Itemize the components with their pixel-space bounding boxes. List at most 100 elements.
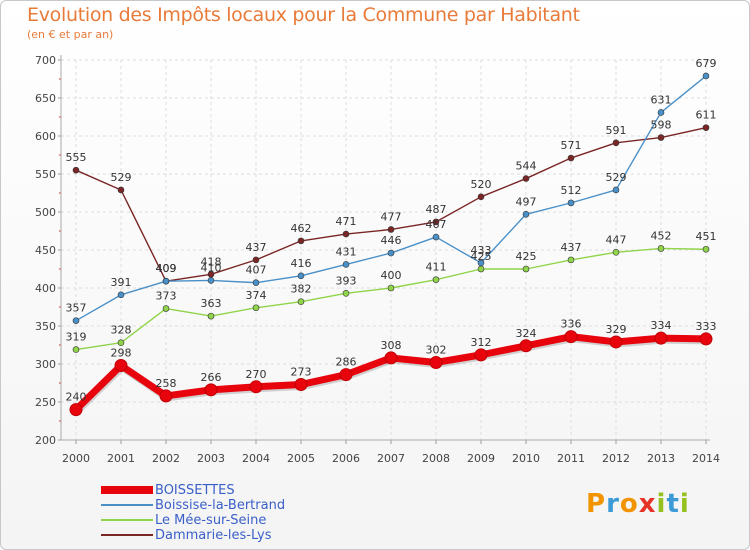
- data-point-0: [384, 351, 398, 365]
- y-tick-label: 550: [35, 168, 56, 181]
- x-tick-label: 2010: [512, 452, 540, 465]
- data-point-2: [297, 298, 305, 305]
- legend-swatch: [101, 519, 153, 521]
- data-point-0: [294, 378, 308, 392]
- data-label-1: 416: [291, 257, 312, 270]
- axes: 200 250 300 350 400 450 500 550 600 650 700 2000 200…: [35, 54, 720, 465]
- x-tick-label: 2000: [62, 452, 90, 465]
- data-label-2: 373: [156, 290, 177, 303]
- data-label-2: 400: [381, 269, 402, 282]
- data-label-0: 312: [471, 336, 492, 349]
- data-label-0: 334: [651, 319, 672, 332]
- proxiti-logo: Proxiti: [586, 489, 690, 519]
- x-tick-label: 2004: [242, 452, 270, 465]
- data-point-3: [387, 226, 395, 233]
- data-label-3: 520: [471, 178, 492, 191]
- data-labels-layer: 240 298 258 266 270 273 286 308 302 312 324 336 329 3…: [66, 57, 717, 404]
- data-point-1: [297, 272, 305, 280]
- data-point-2: [522, 265, 530, 273]
- data-point-2: [567, 256, 575, 264]
- chart-title: Evolution des Impôts locaux pour la Comm…: [27, 4, 580, 26]
- data-point-1: [702, 72, 710, 80]
- y-tick-label: 500: [35, 206, 56, 219]
- data-label-3: 462: [291, 222, 312, 235]
- y-tick-label: 400: [35, 282, 56, 295]
- data-point-1: [162, 277, 170, 285]
- y-tick-label: 350: [35, 320, 56, 333]
- data-label-3: 487: [426, 203, 447, 216]
- legend-swatch: [101, 534, 153, 536]
- data-label-3: 409: [156, 262, 177, 275]
- data-label-2: 411: [426, 261, 447, 274]
- data-label-0: 258: [156, 377, 177, 390]
- data-point-2: [432, 276, 440, 283]
- data-label-1: 431: [336, 245, 357, 258]
- data-label-2: 452: [651, 229, 672, 242]
- data-label-2: 451: [696, 230, 717, 243]
- x-tick-label: 2011: [557, 452, 585, 465]
- logo-letter: o: [619, 489, 639, 519]
- data-point-3: [567, 154, 575, 162]
- x-tick-label: 2007: [377, 452, 405, 465]
- data-label-0: 324: [516, 327, 537, 340]
- x-tick-label: 2003: [197, 452, 225, 465]
- data-label-0: 329: [606, 323, 627, 336]
- legend-swatch: [101, 486, 153, 494]
- data-point-3: [477, 193, 485, 201]
- chart-subtitle: (en € et par an): [27, 28, 114, 41]
- data-point-1: [612, 186, 620, 194]
- data-point-3: [252, 256, 260, 264]
- data-point-2: [387, 284, 395, 292]
- legend-swatch: [101, 504, 153, 506]
- data-point-2: [702, 245, 710, 253]
- data-label-3: 529: [111, 171, 132, 184]
- data-label-0: 298: [111, 347, 132, 360]
- data-point-1: [657, 109, 665, 116]
- legend-label: Le Mée-sur-Seine: [155, 513, 267, 528]
- x-tick-label: 2008: [422, 452, 450, 465]
- data-point-3: [432, 218, 440, 226]
- logo-letter: t: [666, 489, 680, 519]
- data-point-3: [342, 230, 350, 238]
- data-point-0: [429, 355, 443, 369]
- logo-letter: i: [679, 489, 690, 519]
- data-point-3: [612, 139, 620, 147]
- data-label-2: 437: [561, 241, 582, 254]
- data-label-3: 571: [561, 139, 582, 152]
- data-label-1: 497: [516, 195, 537, 208]
- data-label-3: 544: [516, 160, 537, 173]
- data-point-0: [519, 339, 533, 353]
- data-label-3: 591: [606, 124, 627, 137]
- data-label-0: 308: [381, 339, 402, 352]
- logo-letter: P: [586, 489, 607, 519]
- logo-letter: i: [656, 489, 667, 519]
- data-point-0: [69, 403, 83, 417]
- data-point-1: [342, 261, 350, 268]
- data-point-1: [567, 199, 575, 207]
- data-point-3: [72, 166, 80, 174]
- data-label-1: 631: [651, 93, 672, 106]
- data-point-0: [564, 330, 578, 344]
- data-label-2: 319: [66, 331, 87, 344]
- data-label-3: 477: [381, 210, 402, 223]
- x-tick-label: 2006: [332, 452, 360, 465]
- data-label-2: 393: [336, 274, 357, 287]
- data-label-2: 425: [516, 250, 537, 263]
- data-label-0: 286: [336, 356, 357, 369]
- y-tick-label: 700: [35, 54, 56, 67]
- data-point-0: [114, 359, 128, 373]
- x-tick-label: 2005: [287, 452, 315, 465]
- data-label-1: 529: [606, 171, 627, 184]
- data-point-2: [477, 265, 485, 273]
- data-label-1: 467: [426, 218, 447, 231]
- data-point-1: [207, 277, 215, 284]
- data-point-2: [72, 346, 80, 353]
- data-label-3: 437: [246, 241, 267, 254]
- data-point-1: [477, 259, 485, 267]
- data-label-0: 333: [696, 320, 717, 333]
- x-tick-label: 2014: [692, 452, 720, 465]
- data-point-2: [657, 245, 665, 252]
- data-point-1: [72, 317, 80, 324]
